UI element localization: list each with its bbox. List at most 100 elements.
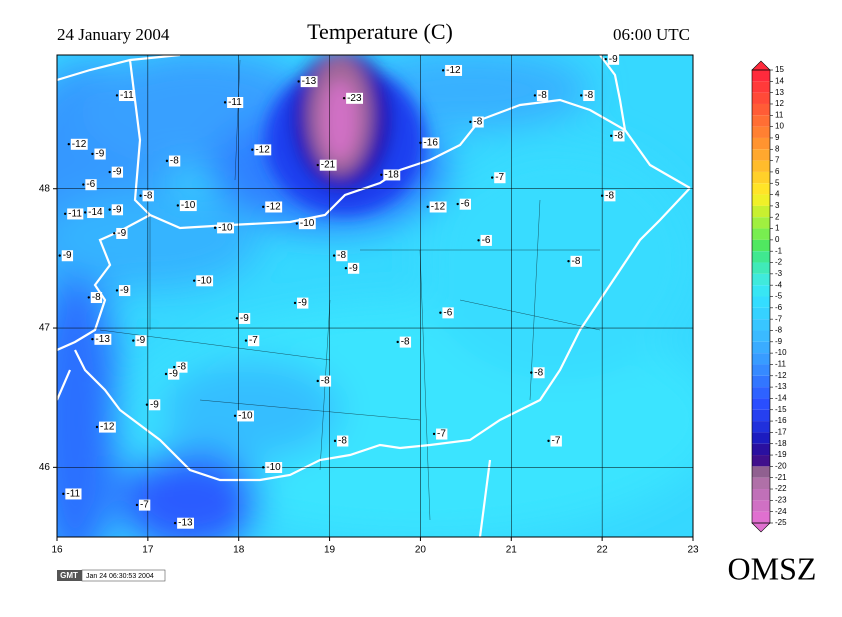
station-label-bg [116,227,128,239]
station-value: -11 [68,208,82,219]
station-label-bg [298,218,316,230]
colorbar-tick-label: 6 [775,167,780,176]
time: 06:00 UTC [613,25,690,44]
colorbar-cell [752,398,770,410]
station-dot [342,96,346,100]
x-tick-label: 22 [597,545,609,556]
station-label-bg [607,53,620,65]
station-label-bg [87,207,105,219]
station-value: -13 [95,334,110,345]
station-dot [176,204,180,207]
station-label-bg [227,97,244,109]
station-dot [87,296,91,299]
station-label-bg [300,76,318,88]
colorbar-tick-label: 1 [775,224,780,233]
station-value: -8 [92,292,101,303]
station-value: -12 [446,65,461,76]
station-dot [426,205,429,209]
station-dot [113,232,116,235]
station-value: -23 [347,93,362,104]
colorbar-cell [752,500,770,512]
station-value: -12 [100,422,115,433]
station-value: -13 [302,76,317,87]
station-label-bg [265,201,283,213]
station-label-bg [118,285,131,297]
colorbar-tick-label: -9 [775,337,783,346]
station-value: -6 [86,179,95,190]
colorbar-cell [752,194,770,206]
station-dot [432,432,436,436]
station-dot [439,311,442,314]
station-dot [91,152,94,156]
colorbar-tick-label: 8 [775,144,780,153]
station-value: -8 [534,367,543,378]
colorbar-tick-label: 15 [775,65,784,74]
station-value: -14 [88,207,103,218]
station-dot [600,194,604,197]
station-label-bg [604,190,616,202]
station-value: -9 [349,263,358,274]
colorbar-tick-label: 3 [775,201,780,210]
station-label-bg [142,190,154,202]
colorbar-cell [752,443,770,456]
station-value: -10 [181,200,196,211]
station-dot [233,414,237,418]
colorbar-cell [752,115,770,127]
station-value: -9 [113,167,122,178]
station-label-bg [217,222,234,234]
station-dot [244,339,248,342]
colorbar-tick-label: -14 [775,394,787,403]
colorbar-tick-label: 13 [775,88,784,97]
station-value: -7 [140,500,149,511]
colorbar-cell [752,375,770,388]
station-label-bg [399,336,412,348]
colorbar-cell [752,228,770,240]
x-tick-label: 17 [142,545,154,556]
station-dot [145,403,149,406]
temperature-field [57,55,693,537]
colorbar-cell [752,353,770,365]
colorbar-cell [752,477,770,490]
station-label-bg [383,169,401,181]
station-value: -7 [495,172,504,183]
x-tick-label: 18 [233,545,245,556]
station-label-bg [494,172,506,184]
station-dot [135,503,139,507]
station-label-bg [613,130,625,142]
station-value: -10 [300,218,315,229]
stations: -13-23-12-9-11-11-8 -8-8-8-12-9 -12-16-8-9… [58,53,625,529]
station-value: -18 [384,169,399,180]
colorbar-tick-label: -13 [775,382,787,391]
station-label-bg [196,275,214,287]
station-value: -9 [120,285,129,296]
colorbar-tick-label: -19 [775,450,787,459]
station-label-bg [346,92,364,104]
station-dot [344,266,348,270]
stamp-logo-box [57,570,82,581]
station-value: -9 [169,369,178,380]
station-dot [456,202,459,206]
station-label-bg [85,179,97,191]
colorbar-tick-label: -24 [775,507,787,516]
colorbar-tick-label: -16 [775,416,787,425]
station-value: -8 [338,436,347,447]
colorbar-tick-label: -1 [775,246,783,255]
station-dot [530,371,533,374]
station-dot [332,254,336,257]
colorbar-tick-label: 12 [775,99,784,108]
station-label-bg [111,204,124,216]
station-value: -8 [614,130,623,141]
station-value: -9 [113,204,122,215]
colorbar-cell [752,273,770,286]
station-dot [95,425,99,429]
station-label-bg [265,461,283,473]
station-value: -7 [437,429,446,440]
station-dot [295,222,299,225]
colorbar-tick-label: 14 [775,76,784,85]
colorbar-cell [752,455,770,467]
colorbar-tick-label: -20 [775,461,787,470]
station-label-bg [254,144,272,156]
station-dot [82,183,85,186]
colorbar-cell [752,103,770,116]
station-label-bg [429,201,447,213]
